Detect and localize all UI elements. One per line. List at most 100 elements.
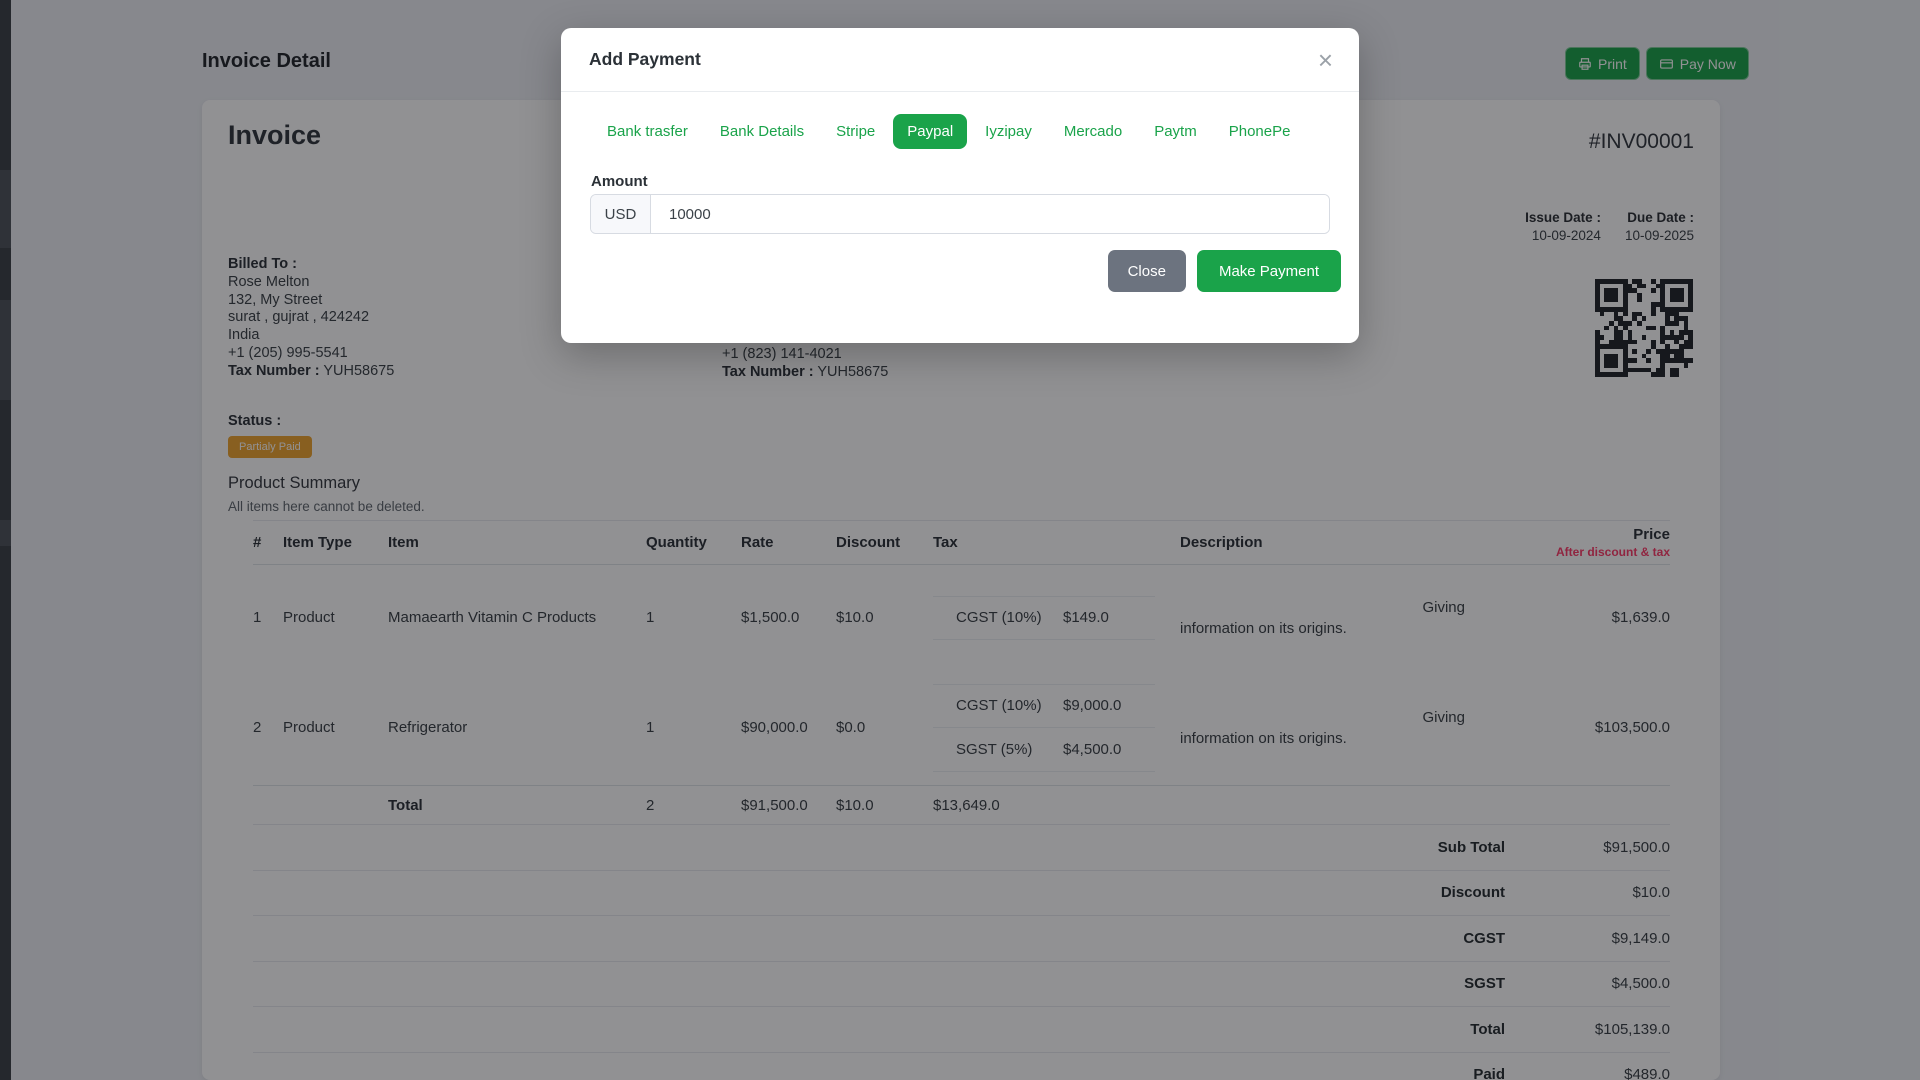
invoice-number: #INV00001 bbox=[1588, 130, 1694, 153]
col-rate: Rate bbox=[741, 534, 774, 551]
tab-mercado[interactable]: Mercado bbox=[1063, 123, 1123, 140]
row-item-name: Refrigerator bbox=[388, 719, 468, 736]
tax-value: $9,000.0 bbox=[1063, 697, 1122, 714]
row-description: Giving information on its origins. bbox=[1180, 597, 1465, 639]
modal-title: Add Payment bbox=[589, 49, 701, 69]
credit-card-icon bbox=[1659, 57, 1674, 71]
due-date-label: Due Date : bbox=[1627, 210, 1694, 225]
amount-input[interactable] bbox=[651, 195, 1329, 233]
tax-number-value: YUH58675 bbox=[323, 362, 395, 379]
make-payment-button[interactable]: Make Payment bbox=[1196, 250, 1341, 292]
row-discount: $10.0 bbox=[836, 609, 874, 626]
summary-row-discount: Discount $10.0 bbox=[253, 871, 1670, 916]
billed-to-label: Billed To : bbox=[228, 256, 298, 272]
tab-bank-transfer[interactable]: Bank trasfer bbox=[607, 123, 688, 140]
row-description: Giving information on its origins. bbox=[1180, 707, 1465, 749]
shipped-tax-number: Tax Number : YUH58675 bbox=[722, 364, 888, 382]
billed-name: Rose Melton bbox=[228, 273, 310, 290]
col-price-note: After discount & tax bbox=[1555, 545, 1670, 559]
col-discount: Discount bbox=[836, 534, 901, 551]
amount-label: Amount bbox=[591, 173, 648, 190]
summary-row-total: Total $105,139.0 bbox=[253, 1007, 1670, 1053]
col-price: Price After discount & tax bbox=[1465, 526, 1670, 559]
printer-icon bbox=[1578, 57, 1592, 71]
print-button[interactable]: Print bbox=[1565, 47, 1640, 80]
product-summary-subtitle: All items here cannot be deleted. bbox=[228, 499, 425, 514]
billed-phone: +1 (205) 995-5541 bbox=[228, 344, 348, 361]
summary-value: $4,500.0 bbox=[1611, 975, 1670, 993]
close-button[interactable]: Close bbox=[1107, 250, 1186, 292]
summary-label: CGST bbox=[1463, 929, 1505, 947]
tab-stripe[interactable]: Stripe bbox=[836, 123, 876, 140]
tab-phonepe[interactable]: PhonePe bbox=[1228, 123, 1291, 140]
invoice-dates: Issue Date : 10-09-2024 Due Date : 10-09… bbox=[1525, 210, 1694, 243]
tab-paytm[interactable]: Paytm bbox=[1154, 123, 1197, 140]
add-payment-modal: Add Payment × Bank trasfer Bank Details … bbox=[561, 28, 1359, 343]
row-num: 2 bbox=[253, 719, 262, 736]
currency-prefix: USD bbox=[591, 195, 651, 233]
tax-name: CGST (10%) bbox=[956, 609, 1042, 626]
description-line: Giving bbox=[1422, 598, 1465, 616]
due-date-value: 10-09-2025 bbox=[1624, 228, 1694, 243]
total-discount: $10.0 bbox=[836, 796, 874, 814]
tax-entry: SGST (5%) $4,500.0 bbox=[933, 728, 1155, 772]
qr-code bbox=[1592, 276, 1696, 380]
col-item-type: Item Type bbox=[283, 534, 352, 551]
amount-input-group: USD bbox=[590, 194, 1330, 234]
tab-iyzipay[interactable]: Iyzipay bbox=[985, 123, 1032, 140]
row-price: $1,639.0 bbox=[1611, 609, 1670, 626]
product-summary-title: Product Summary bbox=[228, 474, 361, 492]
summary-row-subtotal: Sub Total $91,500.0 bbox=[253, 825, 1670, 871]
row-rate: $1,500.0 bbox=[741, 609, 800, 626]
status-label: Status : bbox=[228, 413, 282, 429]
summary-row-paid: Paid $489.0 bbox=[253, 1053, 1670, 1080]
col-num: # bbox=[253, 534, 262, 551]
issue-date-value: 10-09-2024 bbox=[1531, 228, 1601, 243]
tax-name: CGST (10%) bbox=[956, 697, 1042, 714]
tax-entry: CGST (10%) $9,000.0 bbox=[933, 683, 1155, 728]
summary-value: $489.0 bbox=[1624, 1066, 1670, 1080]
pay-now-button[interactable]: Pay Now bbox=[1645, 47, 1749, 80]
row-item-type: Product bbox=[283, 609, 335, 626]
table-row: 2 Product Refrigerator 1 $90,000.0 $0.0 … bbox=[253, 670, 1670, 785]
summary-label: Sub Total bbox=[1437, 838, 1505, 856]
billed-street: 132, My Street bbox=[228, 291, 323, 308]
row-tax-list: CGST (10%) $149.0 bbox=[933, 595, 1155, 640]
tab-paypal[interactable]: Paypal bbox=[893, 114, 968, 149]
tax-number-label: Tax Number : bbox=[722, 363, 814, 380]
description-line: information on its origins. bbox=[1180, 729, 1347, 747]
summary-row-cgst: CGST $9,149.0 bbox=[253, 916, 1670, 962]
summary-label: Paid bbox=[1473, 1066, 1505, 1080]
row-rate: $90,000.0 bbox=[741, 719, 808, 736]
shipped-phone: +1 (823) 141-4021 bbox=[722, 346, 842, 362]
status-block: Status : Partialy Paid bbox=[228, 413, 312, 458]
table-total-row: Total 2 $91,500.0 $10.0 $13,649.0 bbox=[253, 785, 1670, 825]
tab-bank-details[interactable]: Bank Details bbox=[719, 123, 805, 140]
sidebar-item bbox=[0, 300, 11, 400]
product-table: # Item Type Item Quantity Rate Discount … bbox=[228, 520, 1694, 1080]
billed-country: India bbox=[228, 327, 260, 344]
table-row: 1 Product Mamaearth Vitamin C Products 1… bbox=[253, 565, 1670, 670]
row-num: 1 bbox=[253, 609, 262, 626]
header-actions: Print Pay Now bbox=[1565, 47, 1749, 80]
status-badge: Partialy Paid bbox=[228, 436, 312, 458]
row-discount: $0.0 bbox=[836, 719, 866, 736]
tax-entry: CGST (10%) $149.0 bbox=[933, 595, 1155, 640]
issue-date: Issue Date : 10-09-2024 bbox=[1525, 210, 1601, 243]
modal-footer: Close Make Payment bbox=[1107, 250, 1341, 292]
row-item-type: Product bbox=[283, 719, 335, 736]
summary-value: $10.0 bbox=[1632, 884, 1670, 902]
total-quantity: 2 bbox=[646, 796, 655, 814]
payment-method-tabs: Bank trasfer Bank Details Stripe Paypal … bbox=[561, 114, 1359, 149]
page-title: Invoice Detail bbox=[202, 50, 331, 72]
table-header-row: # Item Type Item Quantity Rate Discount … bbox=[253, 520, 1670, 565]
close-icon[interactable]: × bbox=[1317, 44, 1333, 75]
pay-now-label: Pay Now bbox=[1679, 55, 1736, 72]
tax-value: $4,500.0 bbox=[1063, 740, 1122, 758]
billed-to-block: Billed To : Rose Melton 132, My Street s… bbox=[228, 256, 394, 381]
invoice-heading: Invoice bbox=[228, 120, 322, 150]
description-line: information on its origins. bbox=[1180, 619, 1347, 637]
total-rate: $91,500.0 bbox=[741, 796, 808, 814]
tax-name: SGST (5%) bbox=[956, 740, 1033, 758]
